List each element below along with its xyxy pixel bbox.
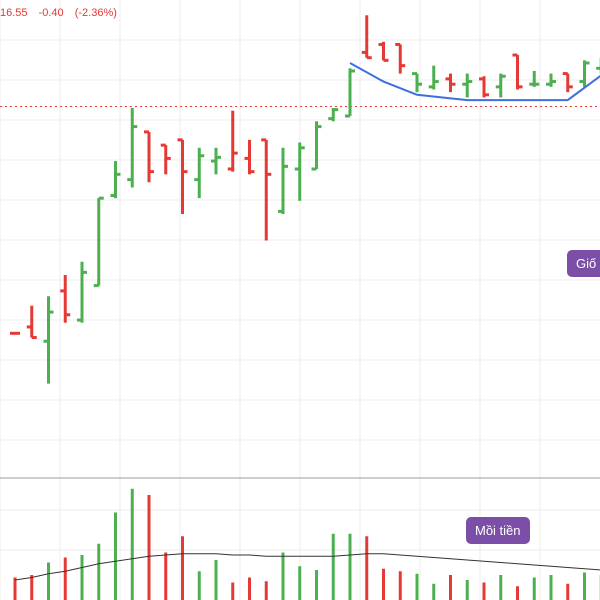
ohlc-bar: [328, 108, 339, 122]
ohlc-bar: [395, 42, 406, 74]
ohlc-bar: [412, 72, 422, 93]
price-header: 16.55 -0.40 (-2.36%): [0, 7, 125, 19]
ohlc-bar: [127, 108, 138, 188]
ohlc-bar: [160, 143, 171, 175]
ohlc-bar: [495, 73, 506, 98]
ohlc-bar: [144, 130, 154, 183]
ohlc-bar: [345, 68, 355, 118]
price-change-percent: (-2.36%): [74, 7, 117, 19]
ohlc-bar: [361, 15, 372, 60]
price-change: -0.40: [38, 7, 64, 19]
volume-bars: [13, 488, 600, 600]
price-callout: Giố: [567, 250, 600, 277]
ohlc-bar: [529, 70, 540, 87]
price-callout-text: Giố: [576, 256, 597, 271]
ohlc-bar: [77, 261, 87, 323]
ohlc-bars: [10, 15, 600, 384]
cup-pattern-line: [349, 62, 600, 102]
ohlc-bar: [562, 72, 573, 93]
ohlc-bar: [445, 73, 456, 93]
ohlc-bar: [194, 147, 205, 199]
ohlc-bar: [546, 73, 556, 87]
ohlc-bar: [579, 60, 590, 87]
ohlc-bar: [43, 296, 54, 384]
ohlc-bar: [462, 73, 473, 98]
ohlc-bar: [311, 121, 322, 171]
volume-callout-text: Mồi tiền: [475, 523, 521, 538]
ohlc-bar: [110, 161, 121, 199]
volume-moving-average: [14, 553, 600, 581]
volume-callout: Mồi tiền: [466, 517, 530, 544]
ohlc-bar: [512, 53, 523, 90]
ohlc-bar: [227, 110, 238, 172]
ohlc-bar: [244, 139, 255, 175]
ohlc-bar: [177, 138, 188, 215]
ohlc-bar: [261, 138, 272, 241]
ohlc-bar: [278, 147, 288, 215]
ohlc-bar: [93, 196, 104, 288]
ohlc-bar: [26, 305, 37, 340]
ohlc-bar: [211, 147, 221, 175]
ohlc-bar: [428, 65, 439, 90]
ohlc-bar: [378, 41, 389, 62]
ohlc-bar: [479, 76, 489, 98]
ohlc-bar: [60, 275, 71, 323]
ohlc-bar: [596, 57, 600, 74]
last-price: 16.55: [0, 7, 28, 19]
ohlc-bar: [294, 142, 305, 201]
